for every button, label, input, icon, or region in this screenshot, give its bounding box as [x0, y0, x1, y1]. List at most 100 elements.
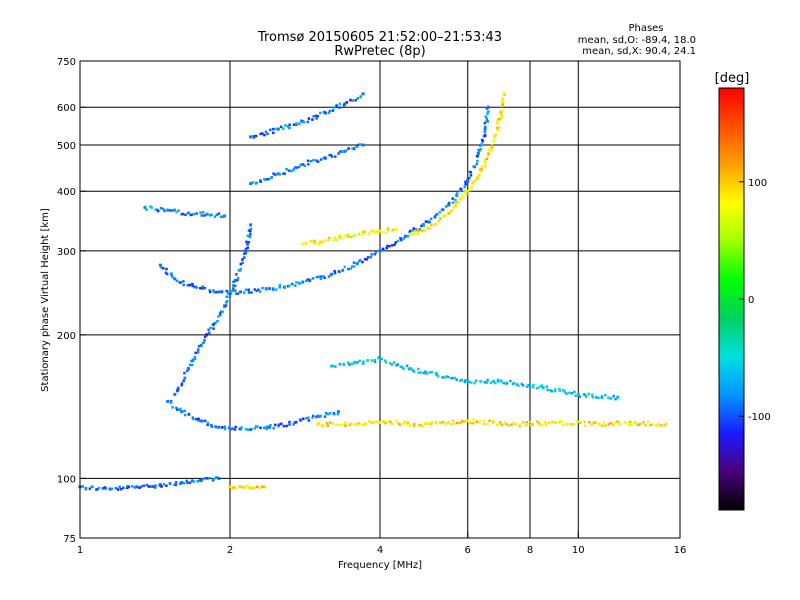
- trace-echo: [265, 425, 269, 428]
- trace-echo: [538, 385, 541, 389]
- trace-echo: [228, 291, 232, 295]
- trace-echo: [583, 424, 587, 427]
- trace-echo: [319, 240, 322, 243]
- trace-echo: [568, 391, 571, 395]
- trace-point: [349, 422, 353, 426]
- trace-echo: [261, 286, 264, 290]
- trace-echo: [434, 213, 438, 216]
- trace-echo: [338, 102, 342, 106]
- trace-echo: [309, 240, 313, 243]
- trace-echo: [292, 168, 296, 171]
- trace-echo: [193, 355, 196, 359]
- trace-echo: [479, 419, 482, 423]
- trace-echo: [540, 384, 544, 387]
- trace-point: [499, 379, 503, 383]
- trace-echo: [182, 379, 185, 383]
- trace-echo: [373, 359, 377, 362]
- trace-echo: [224, 304, 228, 307]
- trace-echo: [312, 158, 315, 162]
- trace-echo: [412, 229, 415, 232]
- trace-echo: [264, 287, 268, 290]
- trace-point: [343, 149, 347, 153]
- trace-echo: [609, 422, 613, 425]
- trace-echo: [239, 262, 243, 266]
- trace-echo: [323, 415, 327, 418]
- trace-echo: [399, 237, 402, 240]
- trace-point: [166, 208, 170, 212]
- trace-echo: [453, 422, 456, 425]
- trace-echo: [295, 166, 299, 169]
- trace-echo: [232, 284, 235, 287]
- trace-echo: [138, 486, 141, 489]
- trace-echo: [550, 390, 553, 393]
- trace-point: [426, 422, 430, 426]
- trace-echo: [295, 420, 298, 424]
- trace-echo: [380, 231, 383, 234]
- trace-echo: [336, 423, 339, 426]
- trace-echo: [361, 260, 364, 264]
- trace-echo: [116, 488, 120, 491]
- trace-echo: [184, 213, 187, 217]
- trace-echo: [182, 481, 186, 485]
- trace-echo: [233, 284, 237, 288]
- trace-echo: [612, 394, 615, 398]
- trace-echo: [307, 163, 310, 166]
- trace-echo: [197, 344, 201, 348]
- trace-echo: [160, 206, 163, 210]
- trace-echo: [233, 289, 237, 292]
- trace-echo: [494, 381, 497, 385]
- trace-point: [403, 234, 407, 238]
- trace-echo: [208, 290, 212, 294]
- trace-echo: [216, 319, 219, 323]
- trace-echo: [304, 242, 308, 245]
- trace-echo: [519, 423, 522, 426]
- trace-echo: [485, 381, 489, 384]
- trace-point: [361, 143, 365, 147]
- trace-echo: [424, 229, 427, 232]
- trace-point: [301, 242, 305, 246]
- trace-echo: [213, 215, 217, 218]
- trace-echo: [583, 420, 587, 424]
- trace-echo: [478, 421, 481, 424]
- trace-echo: [338, 363, 342, 366]
- phase-info-heading: Phases: [628, 23, 663, 34]
- trace-echo: [370, 229, 374, 232]
- trace-echo: [419, 423, 422, 427]
- trace-echo: [540, 423, 543, 427]
- trace-echo: [249, 229, 252, 233]
- trace-echo: [180, 383, 183, 387]
- trace-echo: [199, 211, 202, 214]
- trace-echo: [485, 157, 489, 161]
- trace-echo: [573, 390, 576, 394]
- trace-echo: [478, 174, 481, 177]
- trace-echo: [358, 359, 361, 363]
- trace-echo: [348, 363, 351, 366]
- trace-echo: [256, 425, 259, 429]
- trace-echo: [482, 419, 486, 422]
- trace-point: [514, 422, 518, 426]
- trace-echo: [311, 277, 315, 280]
- trace-point: [239, 485, 243, 489]
- trace-echo: [243, 256, 246, 259]
- trace-echo: [487, 148, 491, 151]
- trace-echo: [239, 267, 243, 271]
- trace-echo: [277, 424, 280, 428]
- trace-echo: [191, 479, 194, 482]
- trace-echo: [595, 396, 598, 399]
- trace-echo: [441, 420, 445, 424]
- trace-echo: [353, 360, 356, 364]
- trace-echo: [469, 421, 472, 425]
- trace-point: [186, 211, 190, 215]
- trace-echo: [140, 485, 143, 488]
- trace-echo: [384, 421, 387, 425]
- trace-echo: [279, 422, 283, 426]
- trace-echo: [156, 208, 159, 212]
- trace-echo: [208, 331, 211, 335]
- trace-echo: [259, 180, 262, 183]
- trace-point: [228, 485, 232, 489]
- trace-echo: [487, 152, 490, 155]
- trace-echo: [338, 423, 342, 427]
- trace-echo: [214, 425, 218, 429]
- trace-echo: [570, 423, 574, 426]
- trace-echo: [366, 359, 369, 362]
